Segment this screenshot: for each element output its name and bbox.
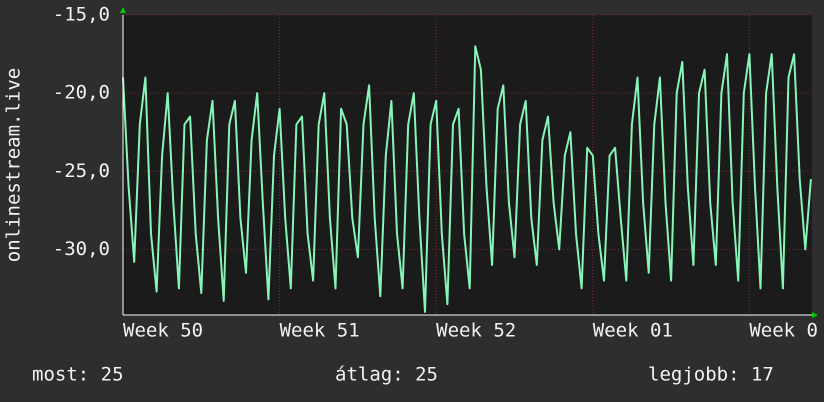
- x-tick-label: Week 50: [123, 320, 203, 342]
- y-tick-label: -15,0: [53, 4, 110, 26]
- y-arrow: [120, 7, 126, 13]
- y-tick-label: -25,0: [53, 160, 110, 182]
- x-tick-label: Week 01: [593, 320, 673, 342]
- plot-layer: [122, 14, 812, 315]
- footer-average: átlag: 25: [335, 364, 438, 386]
- y-tick-label: -20,0: [53, 82, 110, 104]
- x-arrow: [812, 312, 818, 318]
- x-tick-label: Week 52: [436, 320, 516, 342]
- x-tick-label: Week 0: [749, 320, 818, 342]
- y-axis-label: onlinestream.live: [3, 68, 25, 262]
- data-line: [122, 45, 812, 313]
- x-tick-label: Week 51: [280, 320, 360, 342]
- y-tick-label: -30,0: [53, 238, 110, 260]
- footer-current: most: 25: [32, 364, 124, 386]
- footer-best: legjobb: 17: [648, 364, 774, 386]
